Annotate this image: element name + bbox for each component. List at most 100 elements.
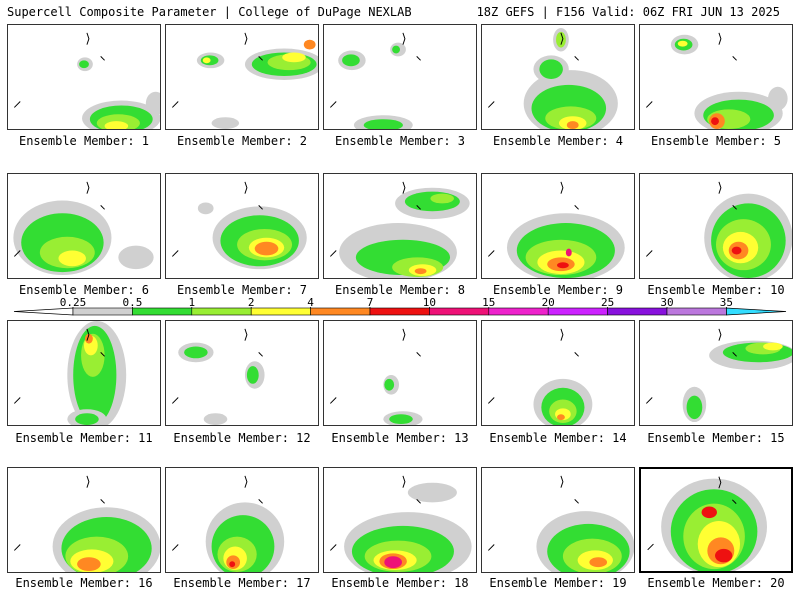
scp-contour-4 xyxy=(77,557,101,572)
coastline xyxy=(171,328,263,404)
member-map-9[interactable] xyxy=(481,173,635,279)
scp-contour-5 xyxy=(557,262,569,269)
scale-above-arrow xyxy=(726,307,787,316)
member-11-field xyxy=(13,321,127,425)
member-17-field xyxy=(171,475,285,572)
coastline xyxy=(13,181,105,257)
scp-contour-1 xyxy=(184,346,208,359)
coastline xyxy=(645,181,737,257)
coastline xyxy=(645,328,737,404)
scp-contour-4 xyxy=(557,414,565,421)
member-map-19[interactable] xyxy=(481,467,635,573)
member-map-2[interactable] xyxy=(165,24,319,130)
member-map-17[interactable] xyxy=(165,467,319,573)
scp-contour-6 xyxy=(565,248,572,257)
coastline xyxy=(645,32,737,108)
scp-contour-6 xyxy=(701,506,717,519)
scale-segment xyxy=(72,307,133,316)
member-label-15: Ensemble Member: 15 xyxy=(647,431,785,445)
scp-contour-4 xyxy=(84,333,93,344)
scp-contour-5 xyxy=(197,202,214,215)
member-label-11: Ensemble Member: 11 xyxy=(15,431,153,445)
member-label-6: Ensemble Member: 6 xyxy=(18,283,150,297)
member-map-3[interactable] xyxy=(323,24,477,130)
member-label-3: Ensemble Member: 3 xyxy=(334,134,466,148)
scp-contour-4 xyxy=(566,121,579,129)
member-18-field xyxy=(329,475,472,572)
scp-contour-5 xyxy=(229,561,236,568)
scale-segment xyxy=(547,307,608,316)
member-13-field xyxy=(329,328,423,425)
member-4-field xyxy=(487,27,618,129)
scp-contour-4 xyxy=(303,39,316,50)
scale-below-arrow xyxy=(13,307,74,316)
coastline xyxy=(487,328,579,404)
scp-contour-5 xyxy=(731,246,742,255)
member-3-field xyxy=(329,32,421,129)
member-map-16[interactable] xyxy=(7,467,161,573)
scale-tick-label: 4 xyxy=(307,297,314,309)
coastline xyxy=(487,475,579,551)
scale-segment xyxy=(132,307,193,316)
coastline xyxy=(487,32,579,108)
scale-tick-label: 20 xyxy=(542,297,555,309)
member-map-14[interactable] xyxy=(481,320,635,426)
member-map-7[interactable] xyxy=(165,173,319,279)
coastline xyxy=(329,181,421,257)
member-2-field xyxy=(171,32,318,129)
scp-contour-5 xyxy=(392,45,400,54)
scp-contour-3 xyxy=(58,250,86,267)
member-map-11[interactable] xyxy=(7,320,161,426)
coastline xyxy=(647,476,737,551)
coastline xyxy=(329,32,421,108)
member-label-12: Ensemble Member: 12 xyxy=(173,431,311,445)
member-map-6[interactable] xyxy=(7,173,161,279)
scp-contour-3 xyxy=(104,121,129,129)
coastline xyxy=(329,475,421,551)
coastline xyxy=(13,328,105,404)
member-map-15[interactable] xyxy=(639,320,793,426)
member-label-2: Ensemble Member: 2 xyxy=(176,134,308,148)
scp-contour-8 xyxy=(211,117,240,129)
scp-contour-6 xyxy=(75,413,99,425)
member-map-4[interactable] xyxy=(481,24,635,130)
member-15-field xyxy=(645,328,792,423)
member-label-9: Ensemble Member: 9 xyxy=(492,283,624,297)
member-label-18: Ensemble Member: 18 xyxy=(331,576,469,590)
scp-contour-4 xyxy=(203,413,228,425)
coastline xyxy=(13,475,105,551)
scp-contour-4 xyxy=(414,268,427,275)
scale-segment xyxy=(250,307,311,316)
member-map-1[interactable] xyxy=(7,24,161,130)
member-map-12[interactable] xyxy=(165,320,319,426)
scale-segment xyxy=(666,307,727,316)
member-map-13[interactable] xyxy=(323,320,477,426)
member-1-field xyxy=(13,32,160,129)
member-5-field xyxy=(645,32,788,129)
member-map-5[interactable] xyxy=(639,24,793,130)
member-12-field xyxy=(171,328,265,425)
member-map-20[interactable] xyxy=(639,467,793,573)
scp-contour-6 xyxy=(145,91,160,116)
scp-contour-3 xyxy=(763,342,783,351)
scale-tick-label: 15 xyxy=(482,297,495,309)
run-valid-time: 18Z GEFS | F156 Valid: 06Z FRI JUN 13 20… xyxy=(476,5,780,19)
scale-segment xyxy=(488,307,549,316)
member-20-field xyxy=(647,476,767,571)
scale-tick-label: 30 xyxy=(660,297,673,309)
scale-tick-label: 35 xyxy=(720,297,733,309)
member-label-14: Ensemble Member: 14 xyxy=(489,431,627,445)
member-map-10[interactable] xyxy=(639,173,793,279)
member-map-18[interactable] xyxy=(323,467,477,573)
scp-contour-3 xyxy=(282,52,306,63)
scp-contour-3 xyxy=(246,366,259,384)
scp-contour-4 xyxy=(711,117,719,126)
scp-contour-3 xyxy=(363,119,403,129)
scp-contour-4 xyxy=(118,245,154,270)
member-map-8[interactable] xyxy=(323,173,477,279)
scale-segment xyxy=(429,307,490,316)
scp-contour-5 xyxy=(79,60,89,69)
scp-contour-4 xyxy=(589,557,608,568)
scp-contour-6 xyxy=(539,59,563,79)
scale-tick-label: 7 xyxy=(367,297,374,309)
